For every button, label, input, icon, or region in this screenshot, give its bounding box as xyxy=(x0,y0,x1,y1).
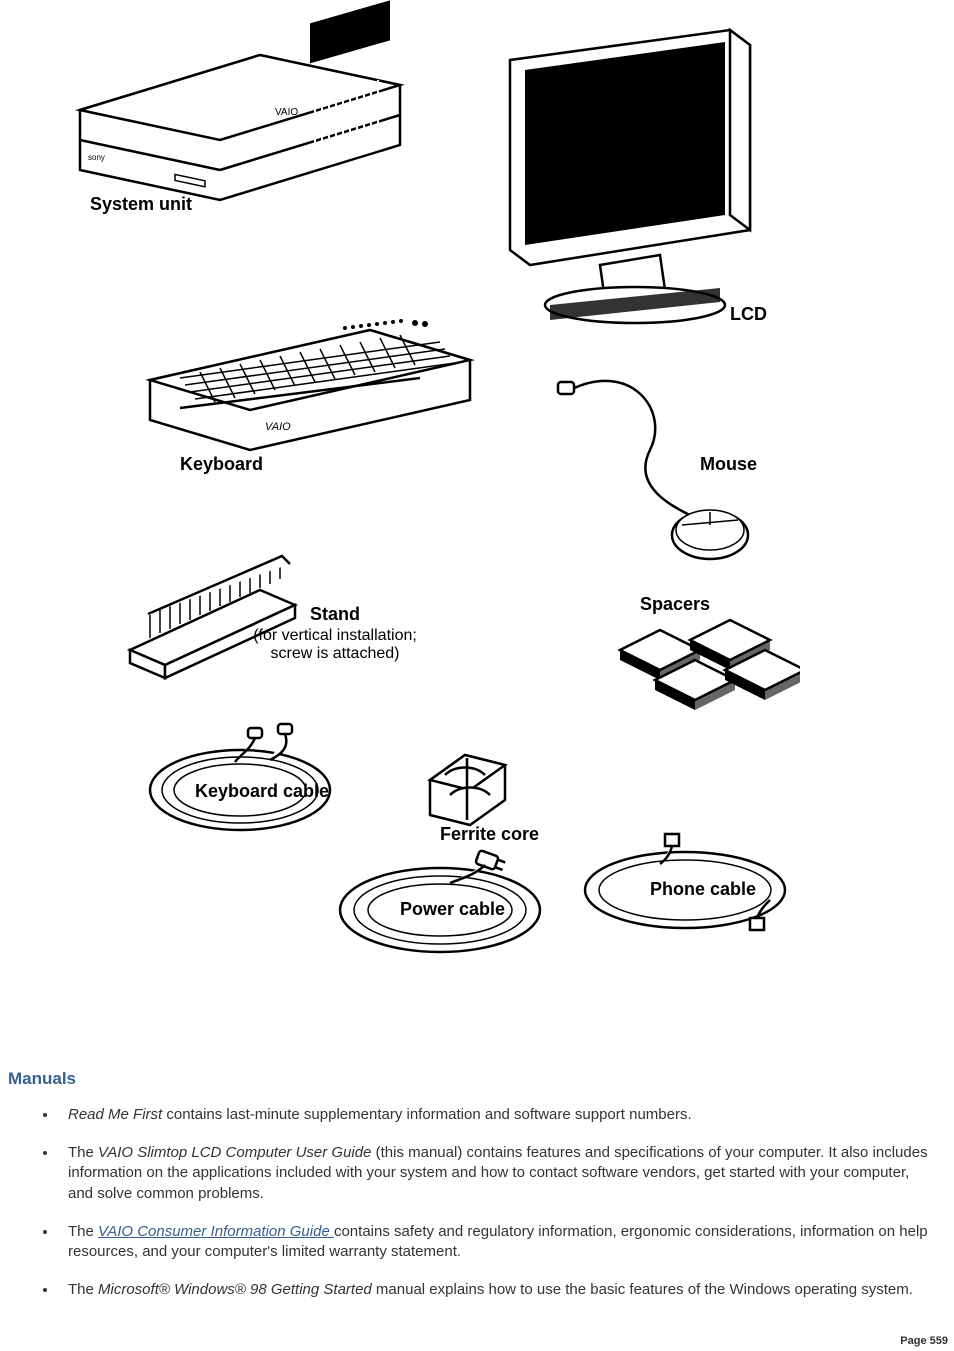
manual-prefix: The xyxy=(68,1223,98,1240)
manuals-heading: Manuals xyxy=(8,1068,946,1091)
lcd-illustration xyxy=(510,30,750,323)
keyboard-label: Keyboard xyxy=(180,454,263,474)
stand-sub1: (for vertical installation; xyxy=(253,627,417,644)
keyboard-brand: VAIO xyxy=(265,421,291,433)
manual-title: Microsoft® Windows® 98 Getting Started xyxy=(98,1281,372,1298)
phone-cable-label: Phone cable xyxy=(650,879,756,899)
keyboard-cable-label: Keyboard cable xyxy=(195,781,329,801)
manuals-list: Read Me First contains last-minute suppl… xyxy=(8,1105,946,1301)
mouse-label: Mouse xyxy=(700,454,757,474)
keyboard-illustration: VAIO xyxy=(150,319,470,450)
ferrite-core-illustration xyxy=(430,755,505,825)
manual-desc: contains last-minute supplementary infor… xyxy=(162,1106,691,1123)
brand-mark-sony: sony xyxy=(88,153,105,162)
manual-title: Read Me First xyxy=(68,1106,162,1123)
manuals-section: Manuals Read Me First contains last-minu… xyxy=(8,1068,946,1319)
lcd-label: LCD xyxy=(730,304,767,324)
page-number: Page 559 xyxy=(900,1335,948,1347)
components-figure: VAIO sony System unit LCD xyxy=(60,0,800,960)
spacers-label: Spacers xyxy=(640,594,710,614)
system-unit-illustration: VAIO sony xyxy=(80,0,400,200)
manual-title: VAIO Slimtop LCD Computer User Guide xyxy=(98,1144,371,1161)
system-unit-label: System unit xyxy=(90,194,192,214)
manual-prefix: The xyxy=(68,1281,98,1298)
vaio-consumer-info-link[interactable]: VAIO Consumer Information Guide xyxy=(98,1223,334,1240)
power-cable-label: Power cable xyxy=(400,899,505,919)
list-item: The Microsoft® Windows® 98 Getting Start… xyxy=(58,1280,938,1300)
manual-desc: manual explains how to use the basic fea… xyxy=(372,1281,913,1298)
document-page: VAIO sony System unit LCD xyxy=(0,0,954,1351)
spacers-illustration xyxy=(620,620,800,710)
manual-prefix: The xyxy=(68,1144,98,1161)
ferrite-core-label: Ferrite core xyxy=(440,824,539,844)
brand-mark: VAIO xyxy=(275,107,298,118)
components-svg: VAIO sony System unit LCD xyxy=(60,0,800,960)
list-item: The VAIO Slimtop LCD Computer User Guide… xyxy=(58,1143,938,1204)
list-item: Read Me First contains last-minute suppl… xyxy=(58,1105,938,1125)
keyboard-cable-illustration xyxy=(150,724,330,830)
stand-label: Stand xyxy=(310,604,360,624)
stand-sub2: screw is attached) xyxy=(271,645,400,662)
list-item: The VAIO Consumer Information Guide cont… xyxy=(58,1222,938,1263)
